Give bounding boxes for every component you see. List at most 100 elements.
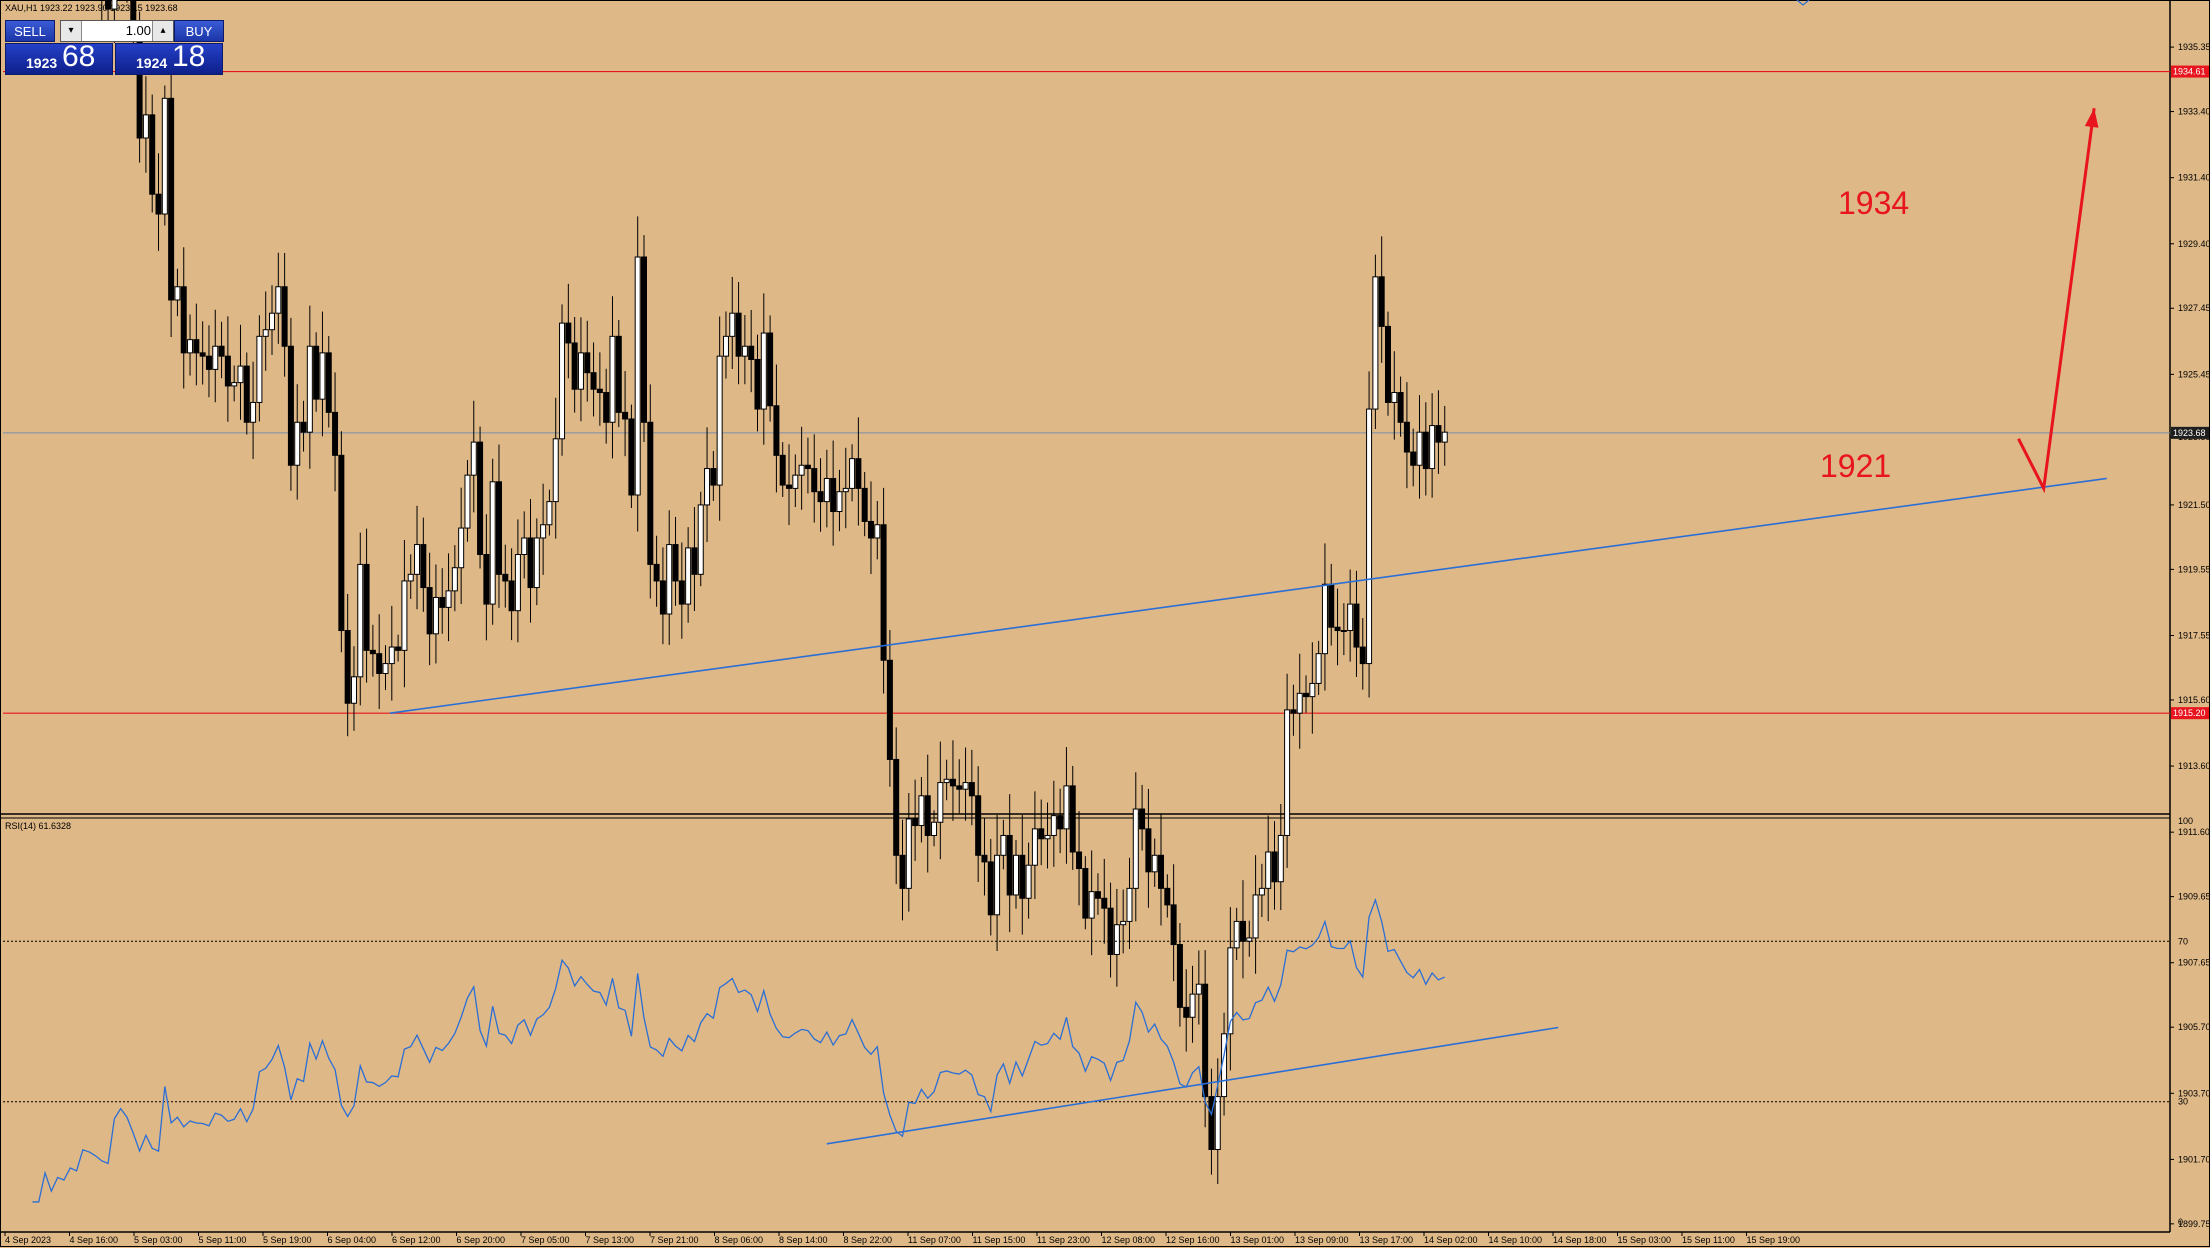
candle-up [458, 527, 465, 569]
candle-up [931, 821, 938, 836]
candle-down [678, 580, 685, 605]
candle-up [849, 458, 856, 489]
time-tick-label: 12 Sep 08:00 [1102, 1235, 1156, 1245]
candle-up [540, 524, 547, 539]
candle-down [502, 573, 509, 582]
time-tick-label: 15 Sep 11:00 [1682, 1235, 1735, 1245]
price-tick-label: 1905.70 [2178, 1022, 2210, 1032]
candle-down [1094, 891, 1101, 899]
time-tick-label: 11 Sep 23:00 [1037, 1235, 1090, 1245]
candle-down [672, 544, 679, 582]
candle-down [641, 256, 647, 423]
candle-up [1151, 854, 1158, 873]
volume-input[interactable] [83, 22, 151, 39]
volume-field[interactable]: ▾ ▴ [60, 20, 174, 42]
candles-group [101, 0, 1448, 1184]
rsi-tick-label: 0 [2178, 1217, 2183, 1227]
candle-down [912, 818, 919, 827]
candle-down [338, 454, 345, 632]
candle-down [867, 520, 874, 539]
candle-up [111, 0, 118, 10]
sell-button[interactable]: SELL [5, 20, 55, 42]
candle-up [1258, 887, 1265, 896]
candle-down [754, 358, 761, 410]
candle-up [1441, 431, 1448, 443]
time-tick-label: 8 Sep 06:00 [715, 1235, 764, 1245]
one-click-trading-panel: SELL ▾ ▴ BUY 1923 68 1924 18 [5, 20, 224, 76]
candle-down [804, 464, 811, 470]
buy-button[interactable]: BUY [174, 20, 224, 42]
price-tick-label: 1899.75 [2178, 1219, 2210, 1229]
candle-down [880, 524, 887, 661]
price-tick-label: 1903.70 [2178, 1088, 2210, 1098]
candle-down [628, 418, 635, 496]
candle-down [149, 114, 156, 195]
candle-up [275, 286, 282, 314]
candle-down [483, 554, 490, 605]
candle-up [514, 554, 521, 612]
candle-down [691, 547, 698, 575]
candle-up [918, 795, 925, 827]
candle-down [861, 487, 868, 522]
candle-down [968, 782, 975, 797]
candle-up [994, 854, 1001, 916]
buy-price-box[interactable]: 1924 18 [115, 40, 223, 75]
time-tick-label: 4 Sep 16:00 [70, 1235, 119, 1245]
buy-price-big: 18 [172, 40, 206, 73]
time-tick-label: 15 Sep 19:00 [1747, 1235, 1801, 1245]
candle-down [1139, 808, 1146, 830]
price-tick-label: 1917.55 [2178, 630, 2210, 640]
candle-up [432, 596, 439, 635]
candle-down [659, 580, 666, 615]
time-tick-label: 8 Sep 22:00 [844, 1235, 893, 1245]
candle-down [180, 286, 187, 354]
candle-up [1044, 834, 1051, 840]
candle-down [287, 345, 294, 466]
candle-down [325, 352, 332, 413]
candle-down [1378, 276, 1385, 327]
candle-down [811, 468, 818, 493]
price-tick-label: 1911.60 [2178, 827, 2210, 837]
candle-down [1183, 1006, 1190, 1018]
candle-up [577, 352, 584, 390]
sell-price-box[interactable]: 1923 68 [5, 40, 113, 75]
candle-up [306, 345, 313, 433]
level-price-tag-label: 1934.61 [2173, 67, 2206, 77]
candle-up [1372, 276, 1379, 410]
candle-down [1397, 392, 1404, 423]
candle-down [395, 646, 402, 651]
candle-up [1366, 408, 1373, 665]
candle-up [451, 567, 458, 592]
candle-down [1410, 451, 1417, 466]
candle-down [817, 491, 824, 503]
buy-price-small: 1924 [136, 55, 168, 71]
candle-up [559, 322, 566, 440]
candle-up [1252, 894, 1259, 939]
candle-down [300, 421, 307, 433]
candle-up [1315, 653, 1322, 684]
candle-down [313, 345, 320, 400]
candle-up [1347, 603, 1354, 632]
candle-up [1113, 924, 1120, 955]
volume-decrease-icon[interactable]: ▾ [61, 21, 82, 41]
candle-down [508, 580, 515, 612]
candle-down [332, 411, 339, 456]
candle-up [445, 590, 452, 608]
candle-up [1214, 1096, 1221, 1150]
target-label: 1934 [1838, 185, 1909, 221]
candle-up [388, 646, 395, 665]
candle-up [407, 573, 414, 582]
volume-increase-icon[interactable]: ▴ [152, 21, 173, 41]
candle-up [262, 329, 269, 337]
candle-up [760, 332, 767, 410]
candle-up [1309, 682, 1316, 698]
candle-down [748, 345, 755, 360]
candle-up [231, 382, 238, 387]
candle-up [1227, 947, 1234, 1035]
candle-up [962, 782, 969, 790]
candle-up [414, 544, 421, 575]
candle-down [855, 458, 862, 489]
time-tick-label: 5 Sep 03:00 [134, 1235, 183, 1245]
candle-up [697, 504, 704, 575]
